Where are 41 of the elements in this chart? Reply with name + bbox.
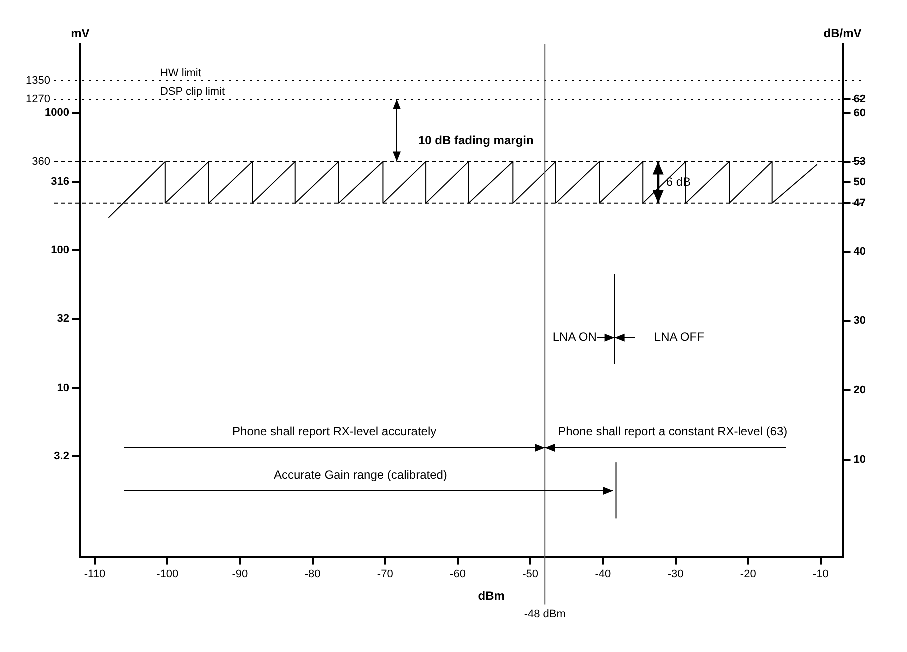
x-tick-label: -20	[740, 568, 756, 580]
y2-tick-label: 62	[854, 93, 866, 106]
x-tick-label: -100	[156, 568, 179, 580]
y-tick-label: 10	[57, 382, 70, 394]
annotation: Phone shall report RX-level accurately	[232, 424, 437, 438]
y-tick-label: 32	[57, 312, 70, 325]
ref-line-label: DSP clip limit	[160, 86, 226, 98]
y2-tick-label: 50	[854, 176, 866, 189]
y-tick-label: 100	[51, 244, 70, 257]
text: 1270	[26, 93, 50, 106]
annotation: 10 dB fading margin	[418, 133, 534, 148]
y2-tick-label: 47	[854, 197, 866, 210]
x-tick-label: -110	[84, 568, 106, 580]
y-tick-label: 3.2	[54, 450, 70, 463]
y-tick-label: 316	[51, 176, 70, 188]
x-tick-label: -40	[595, 568, 612, 580]
text: 360	[32, 156, 50, 168]
y2-tick-label: 20	[854, 384, 866, 397]
x-tick-label: -90	[232, 568, 248, 580]
x-tick-label: -80	[304, 568, 321, 580]
text: 1350	[26, 74, 50, 87]
ref-line-label: -48 dBm	[524, 608, 566, 620]
ref-line-label: HW limit	[160, 67, 202, 80]
annotation: Accurate Gain range (calibrated)	[274, 468, 448, 482]
annotation: Phone shall report a constant RX-level (63)	[558, 424, 788, 438]
y2-axis-title: dB/mV	[824, 26, 862, 40]
y2-tick-label: 60	[854, 107, 866, 120]
y-tick-label: 1000	[44, 106, 70, 119]
x-tick-label: -50	[522, 568, 539, 580]
y-axis-title: mV	[71, 26, 90, 40]
y2-tick-label: 10	[854, 454, 866, 466]
x-tick-label: -60	[450, 568, 466, 580]
annotation: LNA OFF	[654, 330, 704, 344]
x-tick-label: -30	[668, 568, 684, 580]
x-tick-label: -10	[813, 568, 829, 580]
x-axis-title: dBm	[478, 589, 505, 604]
y2-tick-label: 53	[854, 156, 866, 168]
annotation: LNA ON	[552, 330, 597, 344]
x-tick-label: -70	[377, 568, 394, 580]
y2-tick-label: 30	[854, 315, 866, 328]
y2-tick-label: 40	[854, 246, 866, 258]
